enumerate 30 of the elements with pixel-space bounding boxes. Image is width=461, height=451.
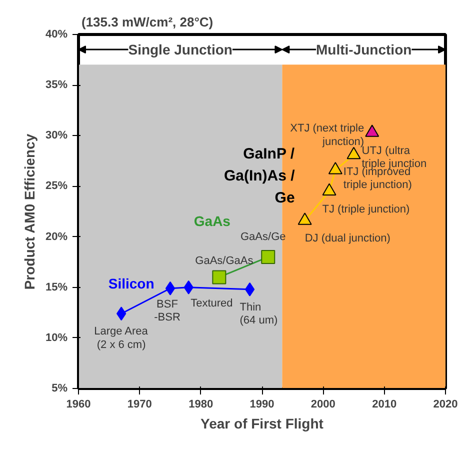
y-tick-label: 5% — [52, 382, 68, 394]
chart-subtitle: (135.3 mW/cm², 28°C) — [82, 14, 214, 30]
band-label: Single Junction — [128, 42, 232, 58]
annotation: DJ (dual junction) — [304, 232, 390, 245]
y-tick-label: 10% — [45, 332, 68, 344]
x-axis-title: Year of First Flight — [200, 416, 324, 432]
y-tick-label: 20% — [45, 230, 68, 243]
y-axis-title: Product AM0 Efficiency — [21, 134, 38, 290]
annotation: GaAs/GaAs — [195, 255, 254, 268]
annotation: BSF -BSR — [154, 298, 180, 324]
x-tick-label: 2020 — [433, 398, 458, 410]
annotation: Textured — [190, 297, 233, 310]
x-tick-label: 1960 — [66, 398, 91, 410]
x-tick-label: 1990 — [250, 398, 274, 410]
annotation: TJ (triple junction) — [322, 203, 410, 216]
x-tick-label: 1970 — [127, 398, 152, 410]
annotation: Large Area (2 x 6 cm) — [94, 326, 149, 351]
text: GaAs — [194, 213, 231, 230]
annotation: Thin (64 um) — [240, 301, 278, 327]
y-tick-label: 25% — [45, 180, 68, 192]
y-tick-label: 40% — [45, 28, 68, 40]
x-tick-label: 1980 — [188, 398, 214, 410]
x-tick-label: 2010 — [372, 398, 397, 410]
annotation: XTJ (next triple junction) — [290, 122, 364, 148]
y-tick-label: 15% — [45, 281, 68, 294]
y-tick-label: 30% — [45, 130, 68, 142]
series-label: Silicon — [108, 276, 154, 292]
x-tick-label: 2000 — [310, 398, 336, 410]
y-tick-label: 35% — [45, 79, 68, 92]
band-label: Multi-Junction — [316, 42, 412, 58]
